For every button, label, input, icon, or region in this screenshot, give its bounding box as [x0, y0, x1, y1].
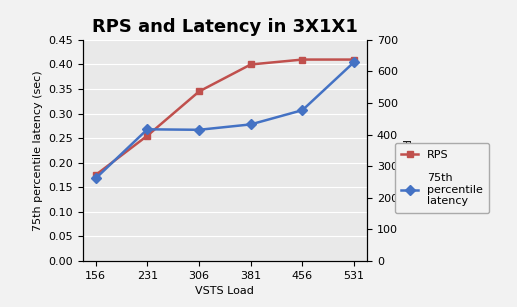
RPS [144, 134, 150, 138]
Legend: RPS, 75th
percentile
latency: RPS, 75th percentile latency [394, 143, 490, 213]
RPS [248, 63, 254, 66]
Title: RPS and Latency in 3X1X1: RPS and Latency in 3X1X1 [92, 17, 358, 36]
75th
percentile
latency [248, 122, 254, 126]
RPS [351, 58, 357, 61]
Line: 75th
percentile
latency: 75th percentile latency [92, 59, 358, 182]
RPS [299, 58, 306, 61]
RPS [93, 173, 99, 177]
75th
percentile
latency [144, 127, 150, 131]
75th
percentile
latency [93, 177, 99, 180]
75th
percentile
latency [196, 128, 202, 132]
75th
percentile
latency [351, 60, 357, 64]
Line: RPS: RPS [92, 56, 358, 178]
75th
percentile
latency [299, 108, 306, 112]
X-axis label: VSTS Load: VSTS Load [195, 286, 254, 296]
Y-axis label: 75th percentile latency (sec): 75th percentile latency (sec) [33, 70, 43, 231]
RPS [196, 90, 202, 93]
Y-axis label: RPS: RPS [399, 140, 409, 161]
